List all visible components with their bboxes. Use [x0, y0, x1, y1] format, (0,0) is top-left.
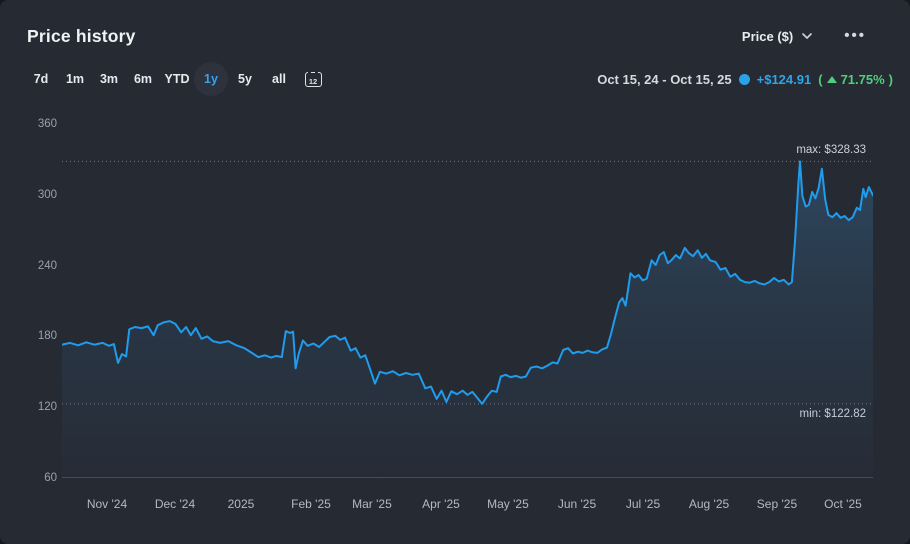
price-chart[interactable]: max: $328.33 min: $122.82 36030024018012… [0, 0, 910, 544]
x-tick-label: Apr '25 [409, 497, 473, 511]
x-tick-label: Feb '25 [279, 497, 343, 511]
plot-area [62, 110, 873, 478]
x-tick-label: Nov '24 [75, 497, 139, 511]
x-tick-label: 2025 [209, 497, 273, 511]
x-tick-label: Mar '25 [340, 497, 404, 511]
x-tick-label: Jul '25 [611, 497, 675, 511]
y-tick-label: 120 [13, 401, 57, 413]
y-tick-label: 240 [13, 260, 57, 272]
x-tick-label: Dec '24 [143, 497, 207, 511]
price-history-card: Price history Price ($) ••• 7d1m3m6mYTD1… [0, 0, 910, 544]
x-tick-label: Sep '25 [745, 497, 809, 511]
y-tick-label: 60 [13, 472, 57, 484]
x-tick-label: Jun '25 [545, 497, 609, 511]
x-tick-label: May '25 [476, 497, 540, 511]
x-tick-label: Aug '25 [677, 497, 741, 511]
y-tick-label: 180 [13, 330, 57, 342]
price-area [62, 161, 873, 478]
x-tick-label: Oct '25 [811, 497, 875, 511]
y-tick-label: 360 [13, 118, 57, 130]
y-tick-label: 300 [13, 189, 57, 201]
